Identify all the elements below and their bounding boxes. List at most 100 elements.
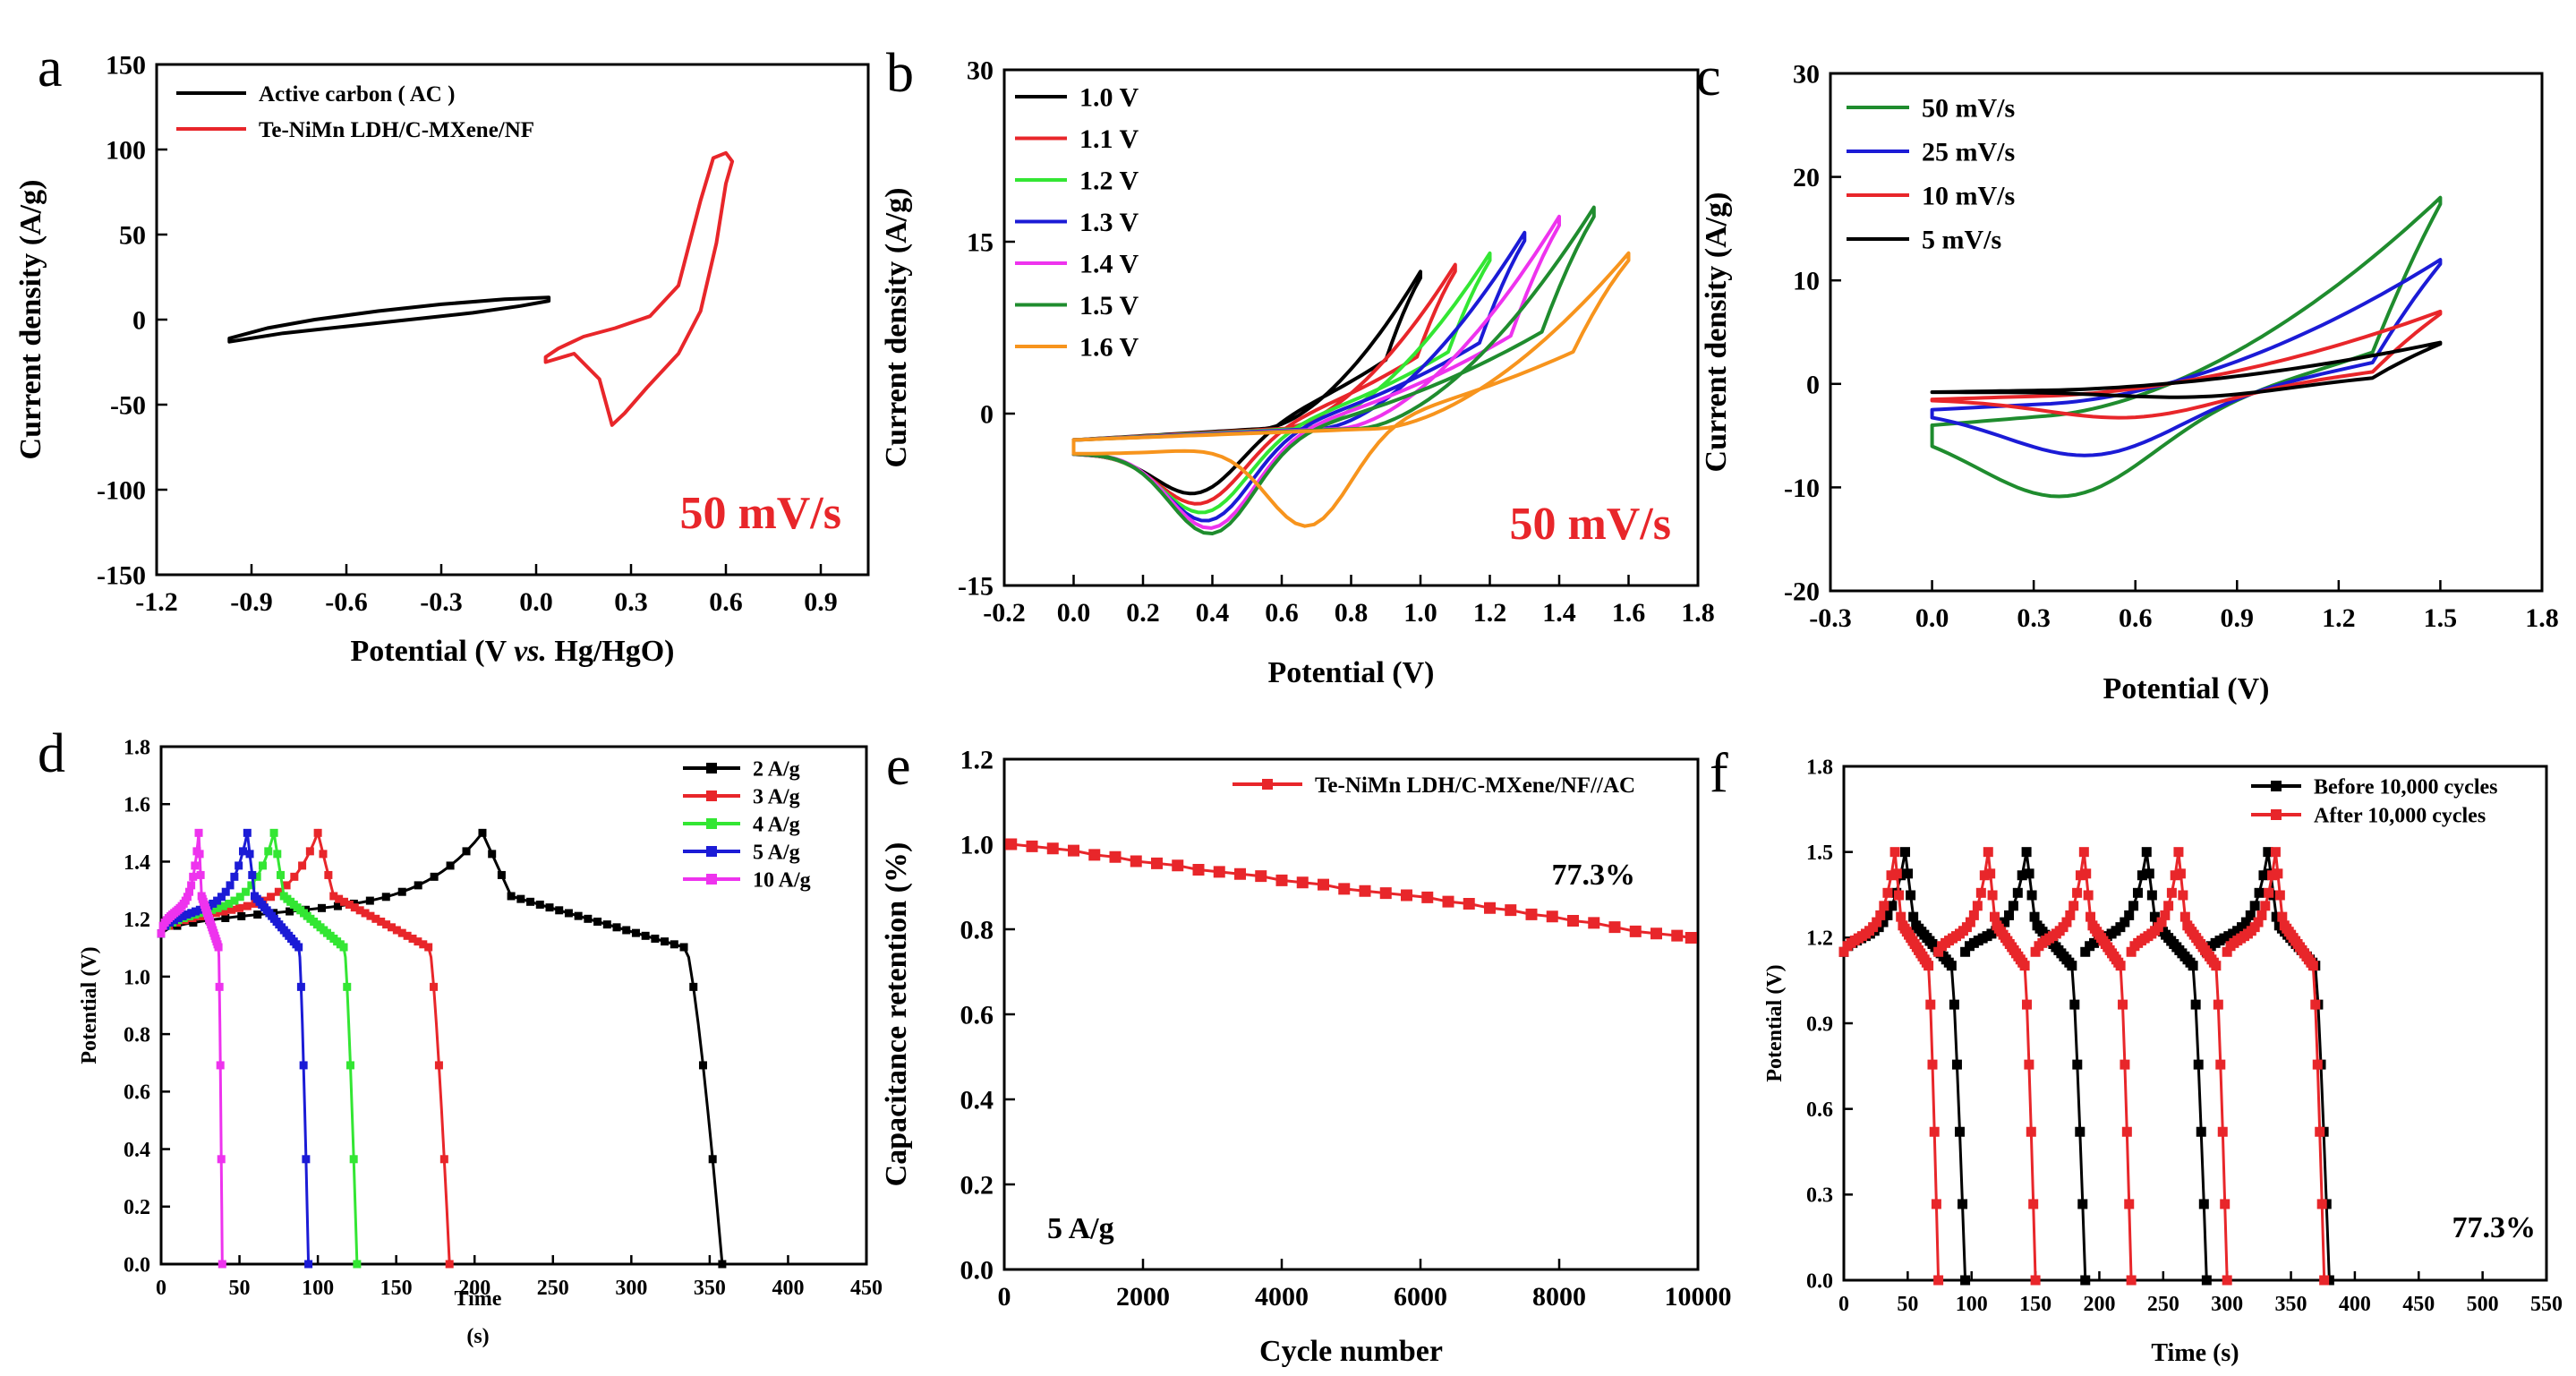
x-axis-label: Time [455,1287,502,1311]
cv-curve [1930,258,2443,457]
cycle-marker [2121,1126,2132,1137]
gcd-marker [274,887,283,896]
retention-point [1421,891,1434,903]
legend-label: 1.6 V [1079,333,1139,363]
cycle-marker [2128,901,2139,911]
cycle-marker [2132,887,2143,898]
cycle-marker [1960,1275,1971,1286]
legend-label: 50 mV/s [1922,94,2015,124]
y-tick-label: 30 [1793,60,1820,90]
cycle-marker [2222,1275,2232,1286]
x-tick-label: -0.9 [230,587,273,617]
gcd-marker [192,907,200,916]
cycle-marker [2163,901,2174,911]
cycle-marker [2061,917,2072,927]
x-tick-label: 1.0 [1403,598,1437,628]
x-tick-label: 1.8 [2525,603,2559,633]
gcd-marker [631,928,640,937]
gcd-marker [698,1061,707,1070]
cycle-marker [1954,1126,1965,1137]
gcd-marker [216,1061,225,1070]
cycle-marker [2141,847,2152,858]
x-tick-label: 0.6 [2119,603,2153,633]
cycle-marker [2118,999,2128,1010]
y-tick-label: 0.8 [960,916,994,945]
gcd-marker [366,911,375,920]
cycle-marker [2249,922,2260,933]
y-tick-label: 0.0 [960,1256,994,1286]
gcd-marker [237,911,246,920]
cycle-marker [1972,901,1983,911]
cycle-marker [2065,910,2076,920]
cycle-marker [1838,946,1849,957]
cycle-marker [2067,961,2077,971]
gcd-marker [651,934,660,943]
cycle-marker [2026,1126,2036,1137]
gcd-marker [273,850,282,859]
y-tick-label: 0.2 [960,1171,994,1201]
gcd-marker [365,896,374,905]
retention-point [1088,849,1101,861]
retention-point [1588,917,1600,929]
gcd-marker [304,1260,313,1269]
gcd-marker [305,847,314,856]
cycle-marker [2026,890,2037,901]
cycle-marker [2146,890,2157,901]
y-tick-label: 1.0 [960,831,994,860]
cv-curve [1930,340,2443,399]
gcd-marker [219,907,228,916]
cycle-marker [2307,961,2318,971]
gcd-marker [670,940,678,949]
cycle-marker [1889,847,1900,858]
gcd-marker [377,917,386,926]
cycle-marker [2004,910,2015,920]
plot-frame-e [1002,757,1700,1271]
cycle-marker [2086,911,2096,922]
gcd-marker [213,903,222,912]
cycle-marker [2156,917,2167,927]
legend-label: 10 mV/s [1922,182,2015,211]
retention-point [1401,889,1412,902]
y-tick-label: 0.9 [1806,1013,1833,1036]
cycle-marker [2166,887,2177,898]
gcd-marker [340,897,349,906]
gcd-marker [403,931,412,940]
x-tick-label: 400 [772,1277,804,1300]
x-axis-label: Time (s) [2151,1339,2239,1367]
retention-point [1296,876,1309,889]
gcd-marker [225,899,234,908]
gcd-marker [195,905,204,914]
gcd-marker [593,917,602,926]
cycle-marker [2175,868,2186,879]
gcd-marker [497,870,506,879]
x-tick-label: 200 [458,1277,490,1300]
legend-marker [706,791,717,801]
cycle-marker [1961,922,1972,933]
gcd-marker [183,893,192,902]
y-tick-label: 0.3 [1806,1184,1833,1208]
retention-point [1484,902,1496,914]
gcd-marker [445,1260,454,1269]
x-tick-label: 50 [229,1277,251,1300]
retention-point [1005,838,1018,850]
panel-letter-c: c [1696,47,1721,107]
gcd-marker [446,861,455,870]
x-tick-label: 300 [2211,1293,2243,1316]
x-tick-label: 1.5 [2424,603,2458,633]
y-tick-label: 150 [106,51,146,81]
gcd-marker [708,1155,717,1164]
y-tick-label: 0.4 [960,1086,994,1115]
x-tick-label: 250 [2147,1293,2179,1316]
cycle-marker [1886,870,1897,881]
retention-point [1608,921,1621,934]
gcd-marker [462,847,471,856]
cycle-marker [1965,917,1975,927]
cycle-marker [1987,890,1998,901]
cycle-marker [2211,961,2222,971]
gcd-marker [218,902,227,910]
legend-label: 5 A/g [753,841,800,864]
gcd-marker [507,892,516,901]
cycle-marker [2068,901,2079,911]
cycle-marker [2324,1275,2334,1286]
cv-curve [1930,309,2443,420]
